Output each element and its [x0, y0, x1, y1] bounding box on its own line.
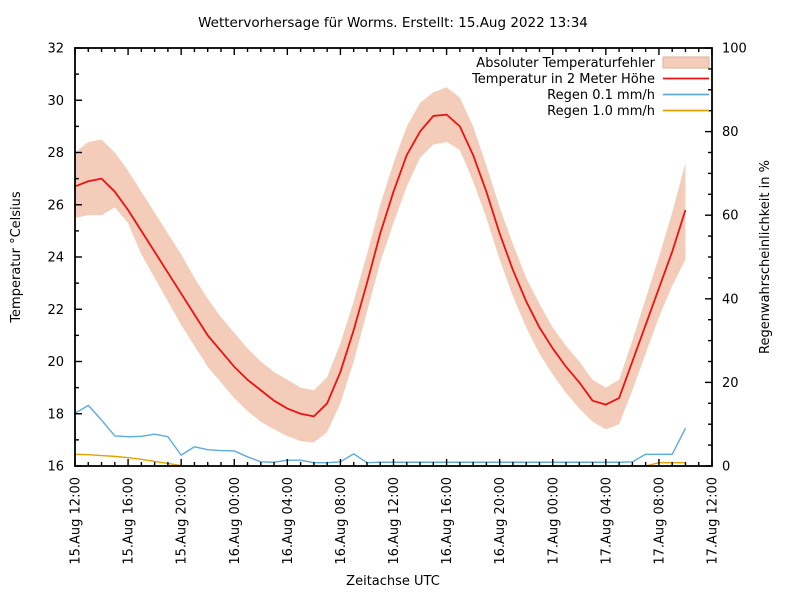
- svg-text:16: 16: [47, 460, 64, 475]
- chart-title: Wettervorhersage für Worms. Erstellt: 15…: [198, 15, 588, 31]
- svg-text:80: 80: [722, 125, 739, 140]
- svg-text:17.Aug 00:00: 17.Aug 00:00: [546, 477, 561, 565]
- svg-text:15.Aug 12:00: 15.Aug 12:00: [69, 477, 84, 565]
- svg-text:24: 24: [47, 251, 64, 266]
- svg-text:20: 20: [47, 355, 64, 370]
- temperature-line: [74, 113, 687, 418]
- svg-text:16.Aug 16:00: 16.Aug 16:00: [440, 477, 455, 565]
- y-left-tick-labels: 16 18 20 22 24 26 28 30 32: [47, 42, 64, 475]
- rain-10-line: [74, 453, 182, 467]
- x-tick-labels: 15.Aug 12:00 15.Aug 16:00 15.Aug 20:00 16.A…: [69, 477, 721, 565]
- svg-text:30: 30: [47, 94, 64, 109]
- svg-text:17.Aug 12:00: 17.Aug 12:00: [706, 477, 721, 565]
- svg-text:17.Aug 08:00: 17.Aug 08:00: [652, 477, 667, 565]
- svg-text:60: 60: [722, 209, 739, 224]
- svg-text:40: 40: [722, 292, 739, 307]
- legend-band-swatch: [662, 56, 710, 69]
- legend-label: Temperatur in 2 Meter Höhe: [471, 72, 655, 87]
- svg-text:26: 26: [47, 198, 64, 213]
- svg-text:16.Aug 12:00: 16.Aug 12:00: [387, 477, 402, 565]
- legend-label: Absoluter Temperaturfehler: [476, 56, 655, 71]
- svg-text:18: 18: [47, 407, 64, 422]
- svg-text:16.Aug 20:00: 16.Aug 20:00: [493, 477, 508, 565]
- svg-text:15.Aug 16:00: 15.Aug 16:00: [122, 477, 137, 565]
- svg-text:20: 20: [722, 376, 739, 391]
- y-axis-right-label: Regenwahrscheinlichkeit in %: [758, 160, 773, 354]
- svg-text:16.Aug 04:00: 16.Aug 04:00: [281, 477, 296, 565]
- temperature-error-band: [75, 87, 686, 443]
- y-axis-left-label: Temperatur °Celsius: [9, 191, 24, 324]
- y-right-tick-labels: 0 20 40 60 80 100: [722, 42, 747, 475]
- svg-text:16.Aug 08:00: 16.Aug 08:00: [334, 477, 349, 565]
- svg-text:15.Aug 20:00: 15.Aug 20:00: [175, 477, 190, 565]
- svg-text:17.Aug 04:00: 17.Aug 04:00: [599, 477, 614, 565]
- svg-text:22: 22: [47, 303, 64, 318]
- svg-text:32: 32: [47, 42, 64, 57]
- rain-10-line: [645, 461, 686, 467]
- svg-text:0: 0: [722, 460, 730, 475]
- legend-label: Regen 0.1 mm/h: [547, 88, 655, 103]
- svg-text:16.Aug 00:00: 16.Aug 00:00: [228, 477, 243, 565]
- svg-text:28: 28: [47, 146, 64, 161]
- plot-area: 16 18 20 22 24 26 28 30 32 0 20 40 60 80 100 15.Aug 12:…: [47, 42, 746, 565]
- x-axis-label: Zeitachse UTC: [346, 574, 440, 589]
- legend-label: Regen 1.0 mm/h: [547, 104, 655, 119]
- svg-text:100: 100: [722, 42, 747, 57]
- axis-ticks: [74, 47, 713, 467]
